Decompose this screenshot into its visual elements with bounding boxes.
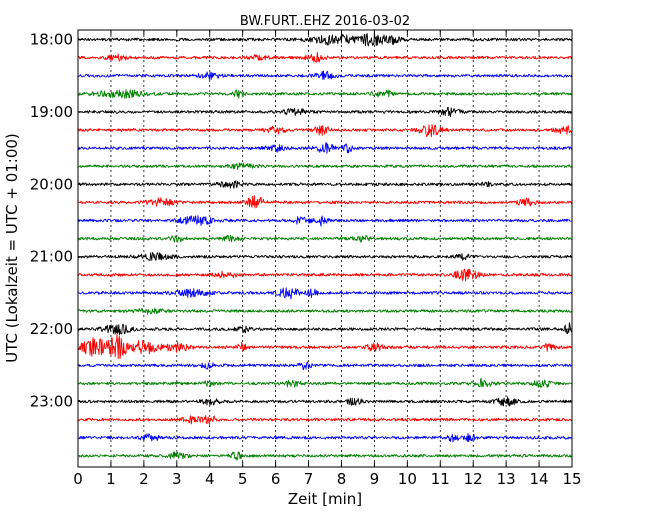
x-tick-label: 3: [172, 470, 182, 488]
y-tick-label: 22:00: [30, 320, 73, 338]
seismogram-trace: [77, 361, 573, 370]
x-axis-label: Zeit [min]: [288, 490, 362, 508]
seismogram-trace: [77, 307, 573, 315]
seismogram-trace: [77, 377, 573, 388]
x-tick-label: 12: [464, 470, 483, 488]
x-tick-label: 14: [530, 470, 549, 488]
y-tick-label: 20:00: [30, 175, 73, 193]
seismogram-trace: [77, 433, 573, 443]
seismogram-trace: [77, 234, 573, 243]
y-axis-label: UTC (Lokalzeit = UTC + 01:00): [3, 133, 21, 363]
x-tick-label: 13: [497, 470, 516, 488]
x-tick-label: 8: [337, 470, 347, 488]
axis-ticks: 0 1 2 3 4 5 6 7 8 9 10 11 12 13 14 1518:0019:0020:0021:…: [30, 30, 582, 488]
seismogram-trace: [77, 180, 573, 189]
chart-title: BW.FURT..EHZ 2016-03-02: [240, 14, 410, 29]
x-tick-label: 15: [562, 470, 581, 488]
y-tick-label: 21:00: [30, 248, 73, 266]
seismogram-trace: [77, 322, 573, 336]
seismogram-trace: [77, 252, 573, 262]
y-tick-label: 19:00: [30, 103, 73, 121]
seismogram-trace: [77, 215, 572, 227]
x-tick-label: 7: [304, 470, 314, 488]
seismogram-trace: [77, 415, 573, 425]
plot-frame: [77, 29, 573, 468]
trace-layer: [77, 32, 573, 461]
seismogram-trace: [77, 51, 573, 63]
x-tick-label: 9: [370, 470, 380, 488]
y-tick-label: 23:00: [30, 393, 73, 411]
x-tick-label: 6: [271, 470, 281, 488]
x-tick-label: 11: [431, 470, 450, 488]
seismogram-trace: [78, 70, 573, 81]
seismogram-trace: [77, 124, 573, 138]
x-tick-label: 5: [238, 470, 248, 488]
x-tick-label: 2: [139, 470, 149, 488]
seismogram-trace: [78, 451, 572, 461]
seismogram-trace: [77, 396, 573, 407]
seismogram-trace: [77, 333, 572, 360]
seismogram-trace: [77, 32, 573, 47]
seismogram-trace: [77, 142, 573, 154]
x-tick-label: 10: [398, 470, 417, 488]
seismogram-trace: [77, 89, 573, 99]
seismogram-trace: [77, 195, 573, 209]
seismogram-trace: [77, 287, 573, 300]
x-tick-label: 4: [205, 470, 215, 488]
seismogram-trace: [77, 106, 572, 118]
seismogram-trace: [77, 268, 573, 282]
x-tick-label: 0: [73, 470, 83, 488]
y-tick-label: 18:00: [30, 31, 73, 49]
seismogram-trace: [77, 162, 573, 170]
x-tick-label: 1: [106, 470, 116, 488]
